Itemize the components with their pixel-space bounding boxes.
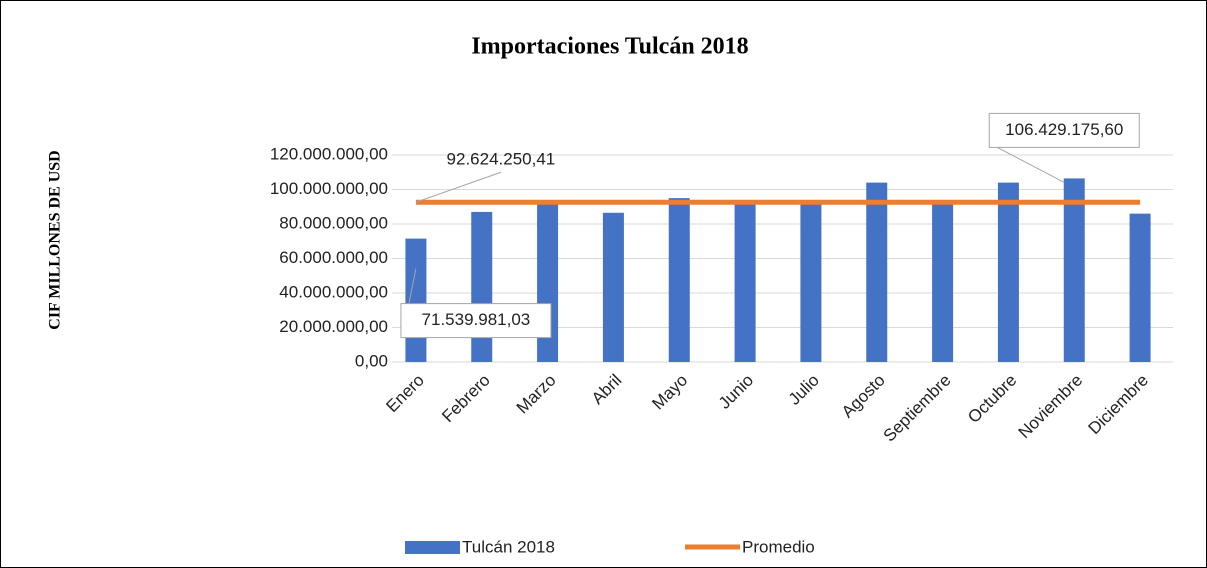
chart-title: Importaciones Tulcán 2018 <box>471 34 748 60</box>
data-label: 106.429.175,60 <box>1005 120 1123 139</box>
legend-swatch <box>405 541 460 554</box>
y-tick-label: 0,00 <box>355 351 388 370</box>
leader-line <box>415 171 502 203</box>
bar <box>997 182 1019 362</box>
bar <box>800 202 822 362</box>
bar <box>471 211 493 362</box>
y-tick-label: 120.000.000,00 <box>270 144 388 163</box>
y-tick-label: 60.000.000,00 <box>279 248 388 267</box>
legend-label: Promedio <box>742 537 815 556</box>
bar <box>602 212 624 362</box>
label-box <box>988 112 1140 148</box>
leader-line <box>408 268 417 304</box>
y-tick-label: 40.000.000,00 <box>279 282 388 301</box>
y-tick-label: 80.000.000,00 <box>279 213 388 232</box>
bar <box>1063 178 1085 362</box>
y-axis-label: CIF MILLONES DE USD <box>47 150 64 329</box>
bar <box>668 198 690 362</box>
legend-label: Tulcán 2018 <box>462 537 555 556</box>
data-label: 71.539.981,03 <box>422 310 531 329</box>
y-tick-label: 20.000.000,00 <box>279 317 388 336</box>
bar <box>405 238 427 362</box>
leader-line <box>997 146 1065 183</box>
y-tick-label: 100.000.000,00 <box>270 179 388 198</box>
bar <box>1129 213 1151 362</box>
data-label: 92.624.250,41 <box>447 150 556 169</box>
bar <box>734 201 756 362</box>
bar <box>932 201 954 362</box>
label-box <box>400 303 552 339</box>
bar <box>866 182 888 362</box>
